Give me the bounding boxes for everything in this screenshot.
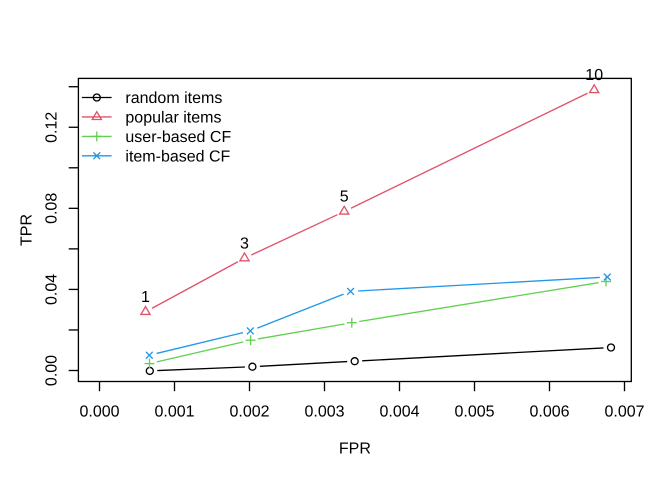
svg-text:3: 3: [240, 235, 249, 252]
svg-text:item-based CF: item-based CF: [125, 148, 230, 165]
svg-text:10: 10: [585, 67, 603, 84]
svg-text:1: 1: [141, 289, 150, 306]
svg-text:0.12: 0.12: [44, 112, 61, 143]
svg-text:0.000: 0.000: [79, 404, 119, 421]
svg-text:random items: random items: [125, 90, 222, 107]
svg-text:0.007: 0.007: [604, 404, 644, 421]
svg-text:0.003: 0.003: [304, 404, 344, 421]
svg-text:popular items: popular items: [125, 110, 221, 127]
svg-text:0.006: 0.006: [529, 404, 569, 421]
svg-text:0.005: 0.005: [454, 404, 494, 421]
svg-text:0.00: 0.00: [44, 355, 61, 386]
svg-text:user-based CF: user-based CF: [125, 129, 231, 146]
svg-text:TPR: TPR: [19, 214, 36, 246]
svg-text:0.001: 0.001: [154, 404, 194, 421]
svg-text:0.08: 0.08: [44, 193, 61, 224]
svg-text:FPR: FPR: [339, 441, 371, 458]
svg-text:0.04: 0.04: [44, 274, 61, 305]
svg-text:0.004: 0.004: [379, 404, 419, 421]
svg-text:0.002: 0.002: [229, 404, 269, 421]
svg-text:5: 5: [340, 189, 349, 206]
